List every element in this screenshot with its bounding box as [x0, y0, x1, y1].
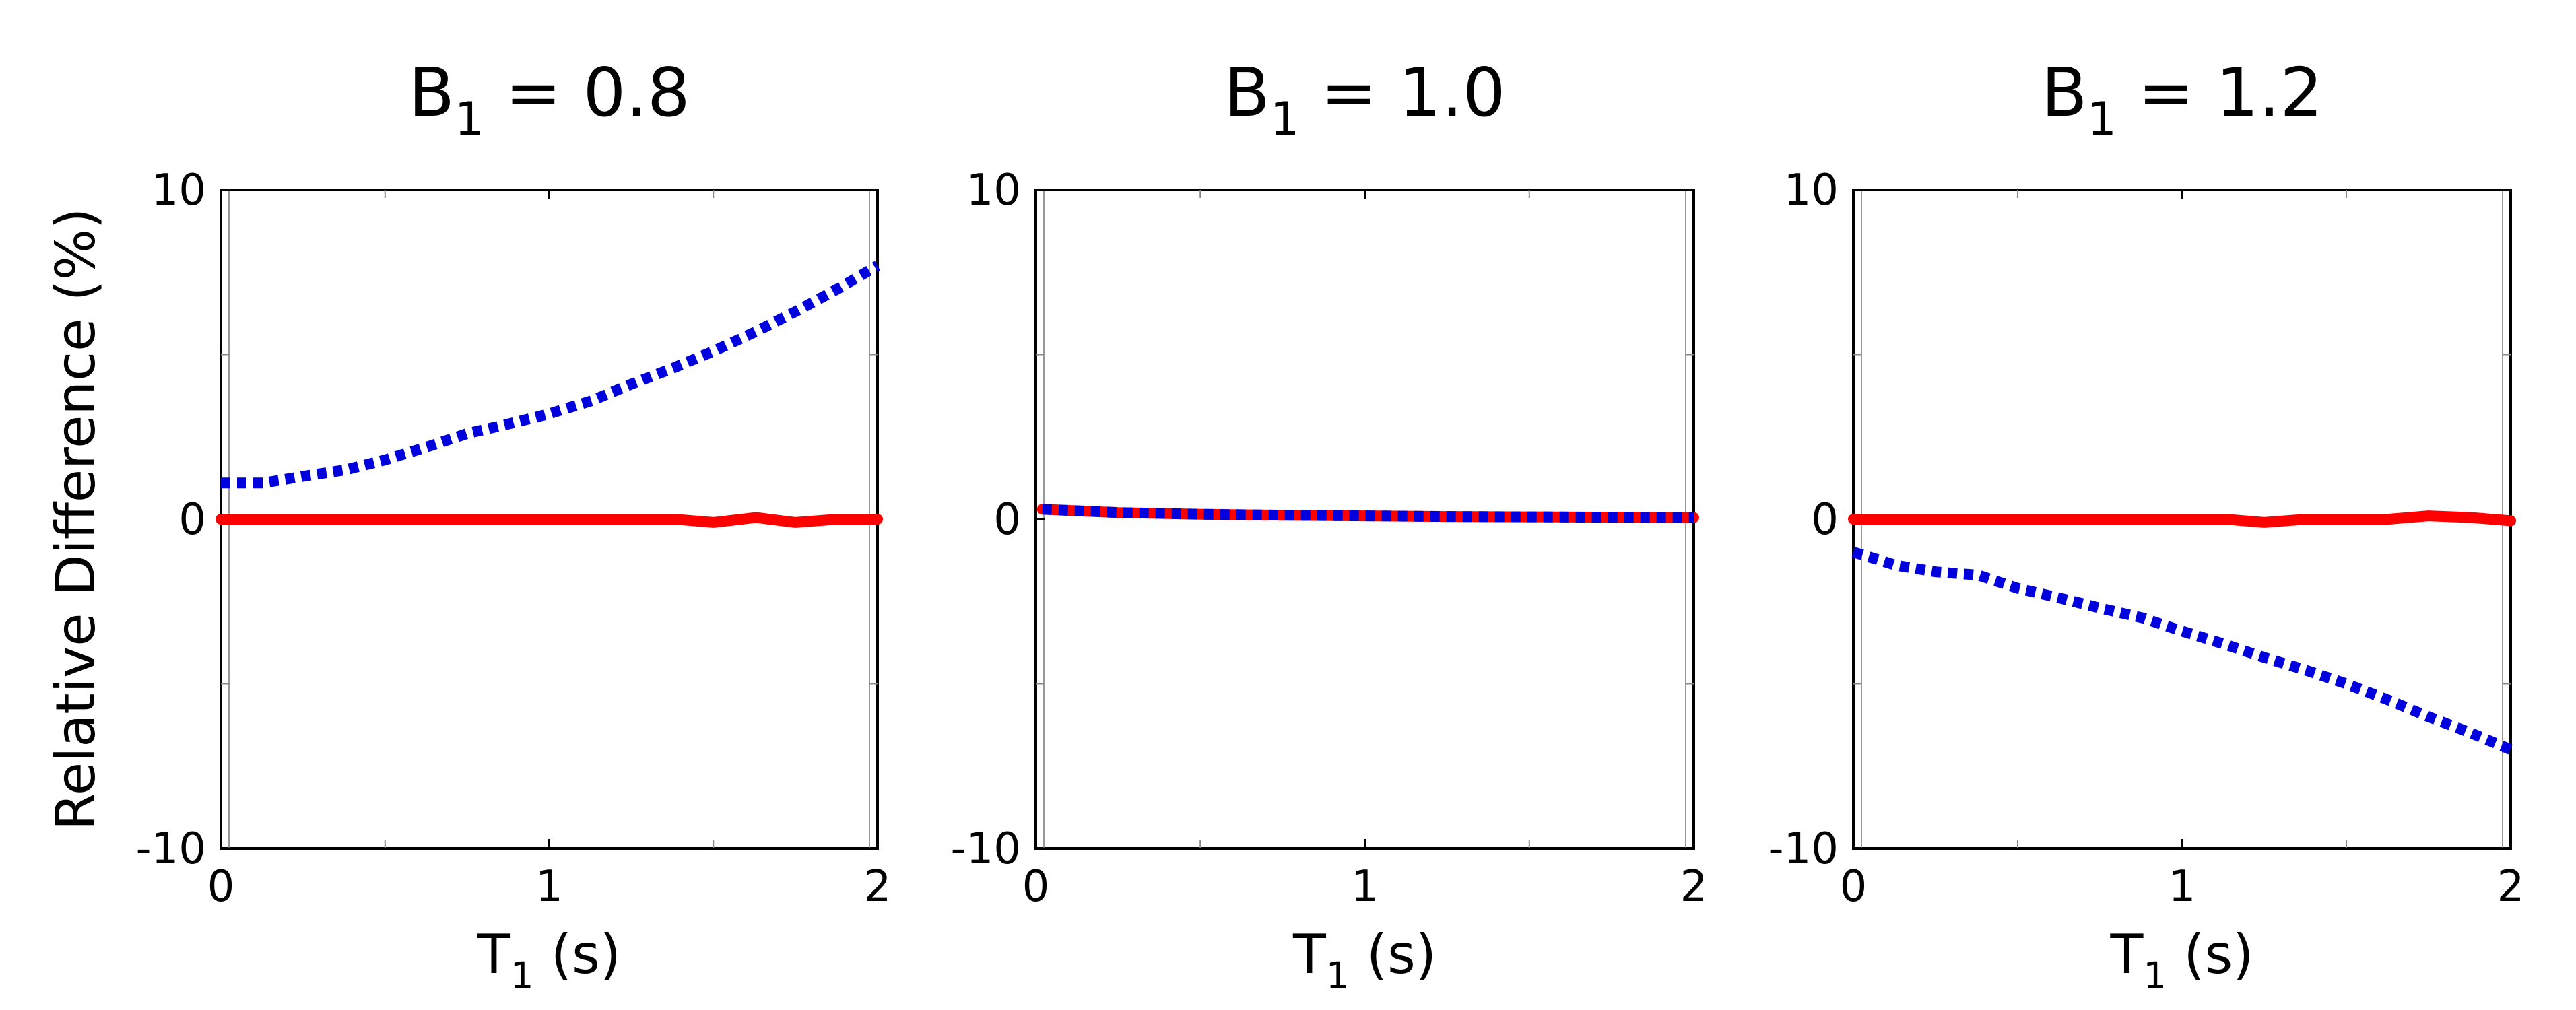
x-tick-label: 1	[1351, 862, 1379, 912]
y-tick-label: 0	[1811, 495, 1839, 545]
series-line-solid-red	[1848, 510, 2516, 528]
panel-title: B1 = 0.8	[408, 53, 690, 146]
y-axis-label: Relative Difference (%)	[44, 208, 107, 830]
y-tick-label: 10	[966, 166, 1021, 215]
y-tick-label: 0	[993, 495, 1021, 545]
x-tick-label: 0	[207, 862, 235, 912]
x-tick-label: 2	[864, 862, 892, 912]
x-axis-label: T1 (s)	[2109, 923, 2253, 997]
panel-title: B1 = 1.0	[1224, 53, 1505, 146]
y-tick-label: -10	[950, 824, 1021, 874]
x-tick-label: 2	[2497, 862, 2525, 912]
x-tick-label: 1	[2169, 862, 2196, 912]
x-tick-label: 2	[1680, 862, 1708, 912]
x-axis-label: T1 (s)	[1292, 923, 1436, 997]
y-tick-label: 0	[178, 495, 206, 545]
x-tick-label: 0	[1840, 862, 1868, 912]
series-line-dotted-blue	[1042, 504, 1694, 523]
y-tick-label: 10	[1784, 166, 1839, 215]
series-line-dotted-blue	[221, 261, 881, 489]
panel-title: B1 = 1.2	[2041, 53, 2323, 146]
y-tick-label: -10	[1768, 824, 1839, 874]
x-tick-label: 0	[1022, 862, 1050, 912]
x-axis-label: T1 (s)	[477, 923, 621, 997]
y-tick-label: 10	[152, 166, 206, 215]
y-tick-label: -10	[135, 824, 206, 874]
series-line-solid-red	[216, 512, 883, 528]
series-line-dotted-blue	[1851, 547, 2513, 755]
x-tick-label: 1	[535, 862, 563, 912]
